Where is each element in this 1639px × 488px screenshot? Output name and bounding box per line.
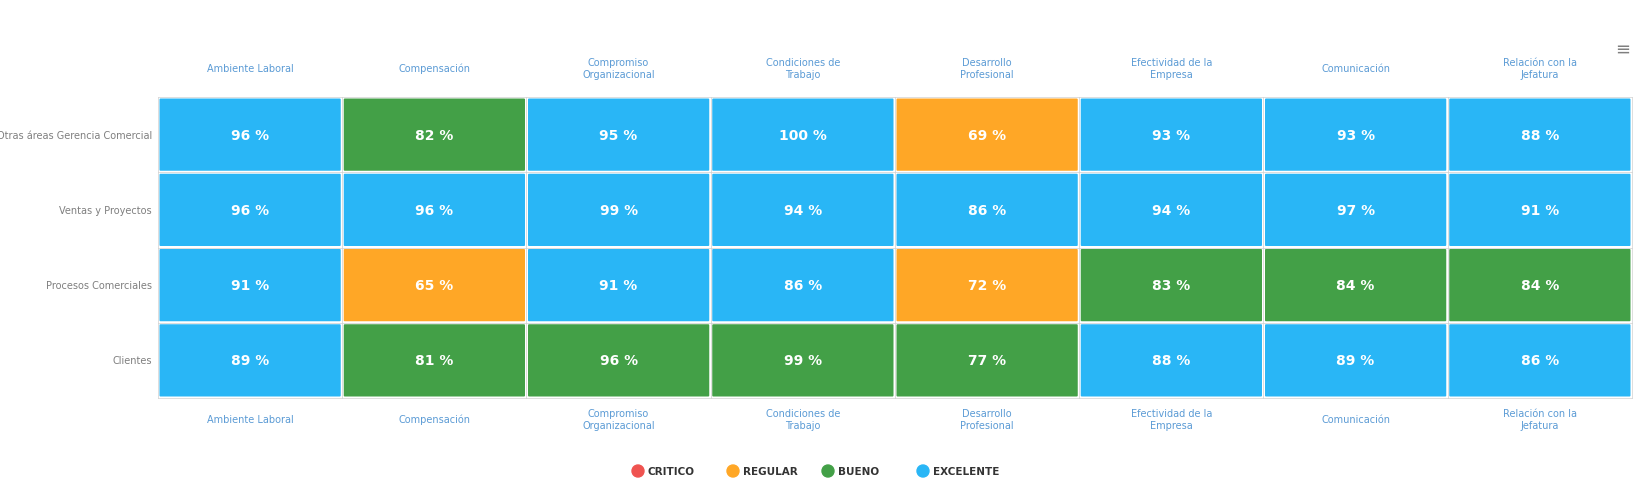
Text: 84 %: 84 % [1336, 279, 1373, 292]
Text: Compensación: Compensación [398, 414, 470, 425]
Text: 88 %: 88 % [1519, 128, 1559, 142]
Text: Compromiso
Organizacional: Compromiso Organizacional [582, 58, 654, 80]
Text: 91 %: 91 % [600, 279, 638, 292]
Text: 84 %: 84 % [1519, 279, 1559, 292]
Text: CRITICO: CRITICO [647, 466, 695, 476]
Text: EXCELENTE: EXCELENTE [933, 466, 998, 476]
FancyBboxPatch shape [1264, 99, 1446, 171]
FancyBboxPatch shape [159, 249, 341, 322]
Text: Compromiso
Organizacional: Compromiso Organizacional [582, 408, 654, 430]
FancyBboxPatch shape [1449, 325, 1629, 397]
Text: BUENO: BUENO [838, 466, 879, 476]
Text: 89 %: 89 % [231, 354, 269, 367]
FancyBboxPatch shape [1449, 99, 1629, 171]
FancyBboxPatch shape [344, 325, 524, 397]
FancyBboxPatch shape [1449, 249, 1629, 322]
Text: Condiciones de
Trabajo: Condiciones de Trabajo [765, 58, 839, 80]
Circle shape [631, 465, 644, 477]
Text: REGULAR: REGULAR [742, 466, 797, 476]
Text: Resultado en Comercial por Subáreas y Dimensiones (2017): Resultado en Comercial por Subáreas y Di… [21, 11, 516, 27]
Text: Condiciones de
Trabajo: Condiciones de Trabajo [765, 408, 839, 430]
Text: 82 %: 82 % [415, 128, 454, 142]
FancyBboxPatch shape [897, 99, 1077, 171]
Text: 96 %: 96 % [231, 203, 269, 218]
FancyBboxPatch shape [159, 99, 341, 171]
Text: Comunicación: Comunicación [1321, 414, 1390, 424]
Text: Efectividad de la
Empresa: Efectividad de la Empresa [1129, 408, 1211, 430]
FancyBboxPatch shape [1264, 174, 1446, 246]
Circle shape [726, 465, 739, 477]
Text: 93 %: 93 % [1336, 128, 1373, 142]
Text: 72 %: 72 % [967, 279, 1006, 292]
Text: 93 %: 93 % [1152, 128, 1190, 142]
Text: 99 %: 99 % [600, 203, 638, 218]
Text: 94 %: 94 % [783, 203, 821, 218]
Text: 95 %: 95 % [600, 128, 638, 142]
FancyBboxPatch shape [528, 99, 708, 171]
Text: 97 %: 97 % [1336, 203, 1373, 218]
FancyBboxPatch shape [1449, 174, 1629, 246]
FancyBboxPatch shape [711, 174, 893, 246]
FancyBboxPatch shape [528, 174, 708, 246]
Text: Compensación: Compensación [398, 63, 470, 74]
FancyBboxPatch shape [159, 174, 341, 246]
FancyBboxPatch shape [711, 325, 893, 397]
Text: Desarrollo
Profesional: Desarrollo Profesional [960, 408, 1013, 430]
Text: Relación con la
Jefatura: Relación con la Jefatura [1501, 408, 1577, 430]
Text: Procesos Comerciales: Procesos Comerciales [46, 281, 152, 290]
FancyBboxPatch shape [1264, 325, 1446, 397]
Text: 99 %: 99 % [783, 354, 821, 367]
FancyBboxPatch shape [1080, 99, 1262, 171]
Text: 81 %: 81 % [415, 354, 454, 367]
Text: 96 %: 96 % [231, 128, 269, 142]
FancyBboxPatch shape [897, 174, 1077, 246]
Text: 65 %: 65 % [415, 279, 454, 292]
Text: Otras áreas Gerencia Comercial: Otras áreas Gerencia Comercial [0, 130, 152, 141]
Text: Efectividad de la
Empresa: Efectividad de la Empresa [1129, 58, 1211, 80]
Text: ∨: ∨ [1609, 13, 1619, 25]
Text: 94 %: 94 % [1152, 203, 1190, 218]
Text: 100 %: 100 % [779, 128, 826, 142]
FancyBboxPatch shape [897, 249, 1077, 322]
Text: 77 %: 77 % [967, 354, 1006, 367]
Text: 86 %: 86 % [783, 279, 821, 292]
Text: Ambiente Laboral: Ambiente Laboral [207, 64, 293, 74]
FancyBboxPatch shape [344, 99, 524, 171]
Text: 91 %: 91 % [1519, 203, 1559, 218]
FancyBboxPatch shape [1264, 249, 1446, 322]
Text: 89 %: 89 % [1336, 354, 1373, 367]
FancyBboxPatch shape [528, 249, 708, 322]
Text: 86 %: 86 % [1519, 354, 1559, 367]
FancyBboxPatch shape [344, 249, 524, 322]
FancyBboxPatch shape [897, 325, 1077, 397]
Text: 86 %: 86 % [967, 203, 1006, 218]
FancyBboxPatch shape [1080, 249, 1262, 322]
Text: Ventas y Proyectos: Ventas y Proyectos [59, 205, 152, 215]
Text: Clientes: Clientes [113, 356, 152, 366]
FancyBboxPatch shape [711, 249, 893, 322]
Text: 96 %: 96 % [600, 354, 638, 367]
FancyBboxPatch shape [159, 325, 341, 397]
Text: Desarrollo
Profesional: Desarrollo Profesional [960, 58, 1013, 80]
Text: 91 %: 91 % [231, 279, 269, 292]
Text: Comunicación: Comunicación [1321, 64, 1390, 74]
FancyBboxPatch shape [528, 325, 708, 397]
Circle shape [916, 465, 928, 477]
Text: 83 %: 83 % [1152, 279, 1190, 292]
Text: 88 %: 88 % [1152, 354, 1190, 367]
Text: Ambiente Laboral: Ambiente Laboral [207, 414, 293, 424]
FancyBboxPatch shape [711, 99, 893, 171]
FancyBboxPatch shape [1080, 174, 1262, 246]
Text: Relación con la
Jefatura: Relación con la Jefatura [1501, 58, 1577, 80]
FancyBboxPatch shape [1080, 325, 1262, 397]
FancyBboxPatch shape [344, 174, 524, 246]
Text: 69 %: 69 % [967, 128, 1006, 142]
Text: ≡: ≡ [1614, 41, 1629, 59]
Circle shape [821, 465, 834, 477]
Text: 96 %: 96 % [415, 203, 452, 218]
